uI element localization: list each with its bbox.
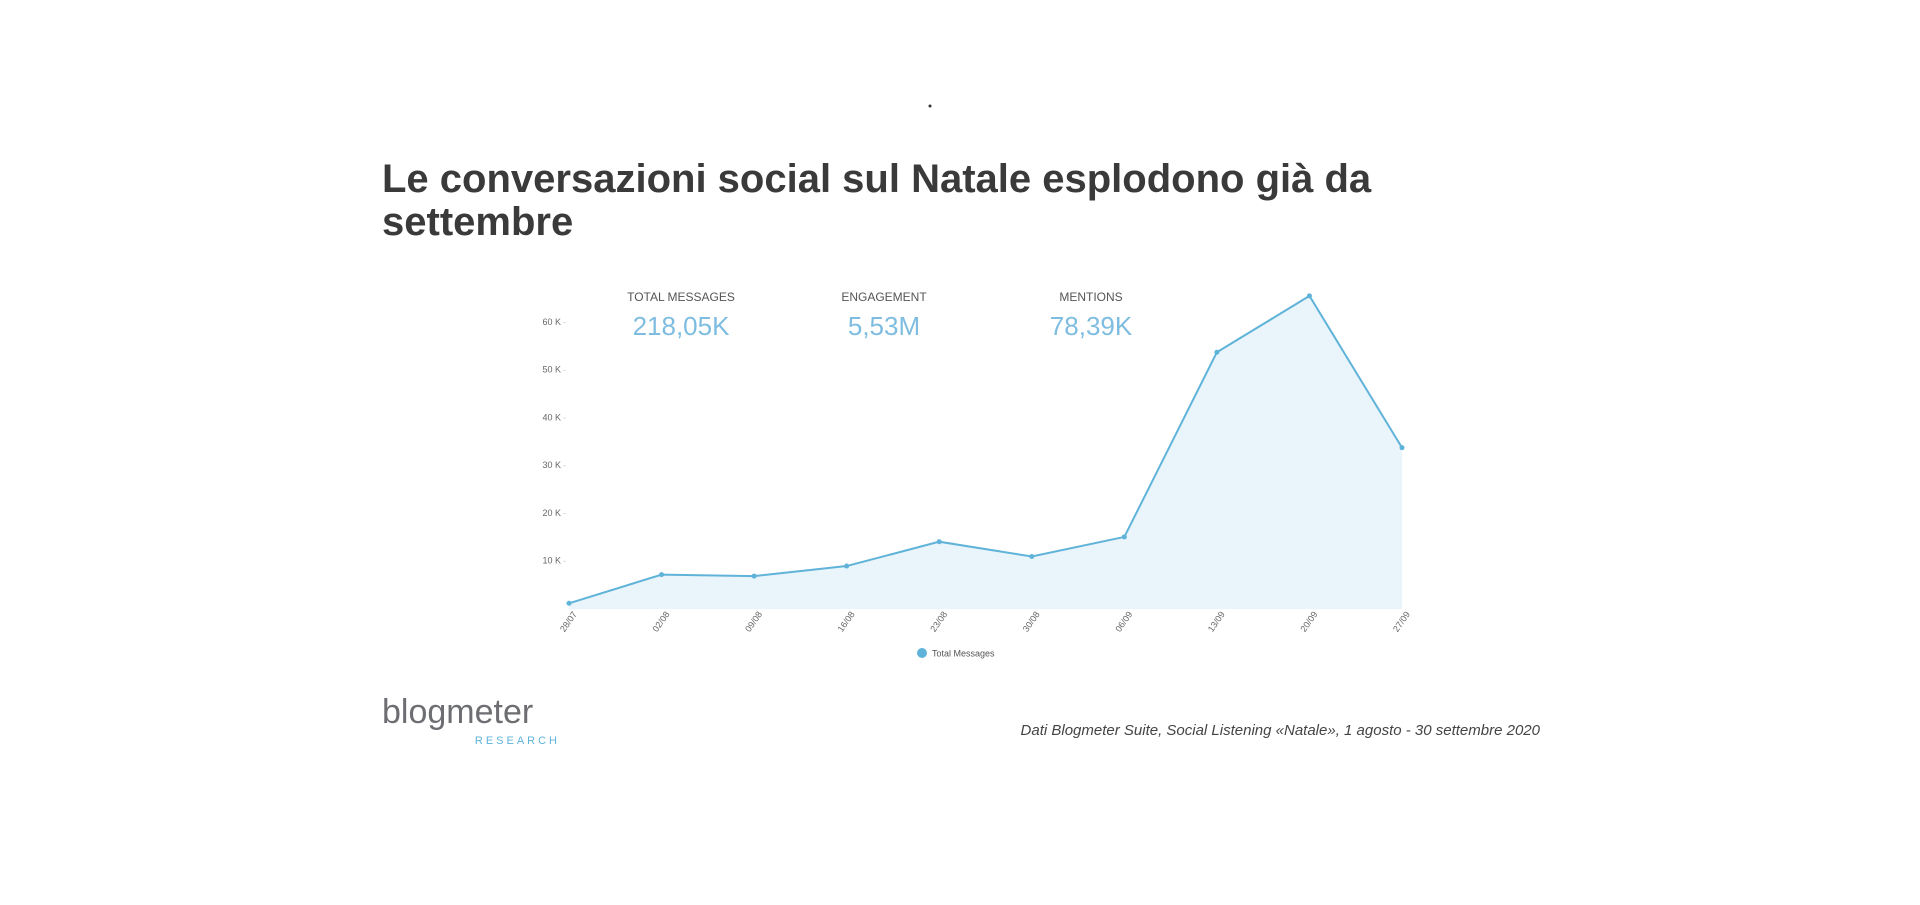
source: Dati Blogmeter Suite, Social Listening «… <box>1021 722 1541 739</box>
stat-label: ENGAGEMENT <box>841 290 927 304</box>
x-tick-label: 23/08 <box>928 610 949 634</box>
y-tick-label: 10 K <box>542 556 561 566</box>
point <box>1306 293 1312 299</box>
chart-title: Le conversazioni social sul Natale esplo… <box>382 157 1372 244</box>
point <box>1029 554 1035 559</box>
logo: blogmeter <box>382 693 533 731</box>
line <box>568 294 1403 605</box>
area <box>569 295 1402 609</box>
point <box>659 572 665 578</box>
point <box>566 600 572 606</box>
stat-value: 78,39K <box>1050 311 1133 341</box>
y-tick-label: 20 K <box>542 508 561 518</box>
legend-label: Total Messages <box>932 648 995 658</box>
dot <box>928 104 932 108</box>
stat-value: 218,05K <box>633 311 731 341</box>
y-tick-label: 60 K <box>542 317 561 327</box>
x-tick-label: 02/08 <box>650 610 671 634</box>
x-tick-label: 30/08 <box>1021 610 1042 634</box>
x-tick-label: 13/09 <box>1206 610 1227 634</box>
y-tick-label: 30 K <box>542 460 561 470</box>
stat-label: TOTAL MESSAGES <box>627 290 735 304</box>
x-tick-label: 28/07 <box>558 610 579 634</box>
point <box>1214 349 1220 355</box>
legend-marker <box>917 648 927 658</box>
stat-label: MENTIONS <box>1059 290 1122 304</box>
x-tick-label: 06/09 <box>1113 610 1134 634</box>
x-tick-label: 27/09 <box>1391 610 1412 634</box>
point <box>1121 534 1127 540</box>
point <box>751 573 757 579</box>
point <box>936 539 942 545</box>
point <box>1399 445 1405 451</box>
y-tick-label: 40 K <box>542 412 561 422</box>
y-tick-label: 50 K <box>542 365 561 375</box>
x-tick-label: 16/08 <box>836 610 857 634</box>
stat-value: 5,53M <box>848 311 920 341</box>
point <box>844 563 850 569</box>
x-tick-label: 20/09 <box>1298 610 1319 634</box>
logo-sub: RESEARCH <box>475 735 560 747</box>
x-tick-label: 09/08 <box>743 610 764 634</box>
